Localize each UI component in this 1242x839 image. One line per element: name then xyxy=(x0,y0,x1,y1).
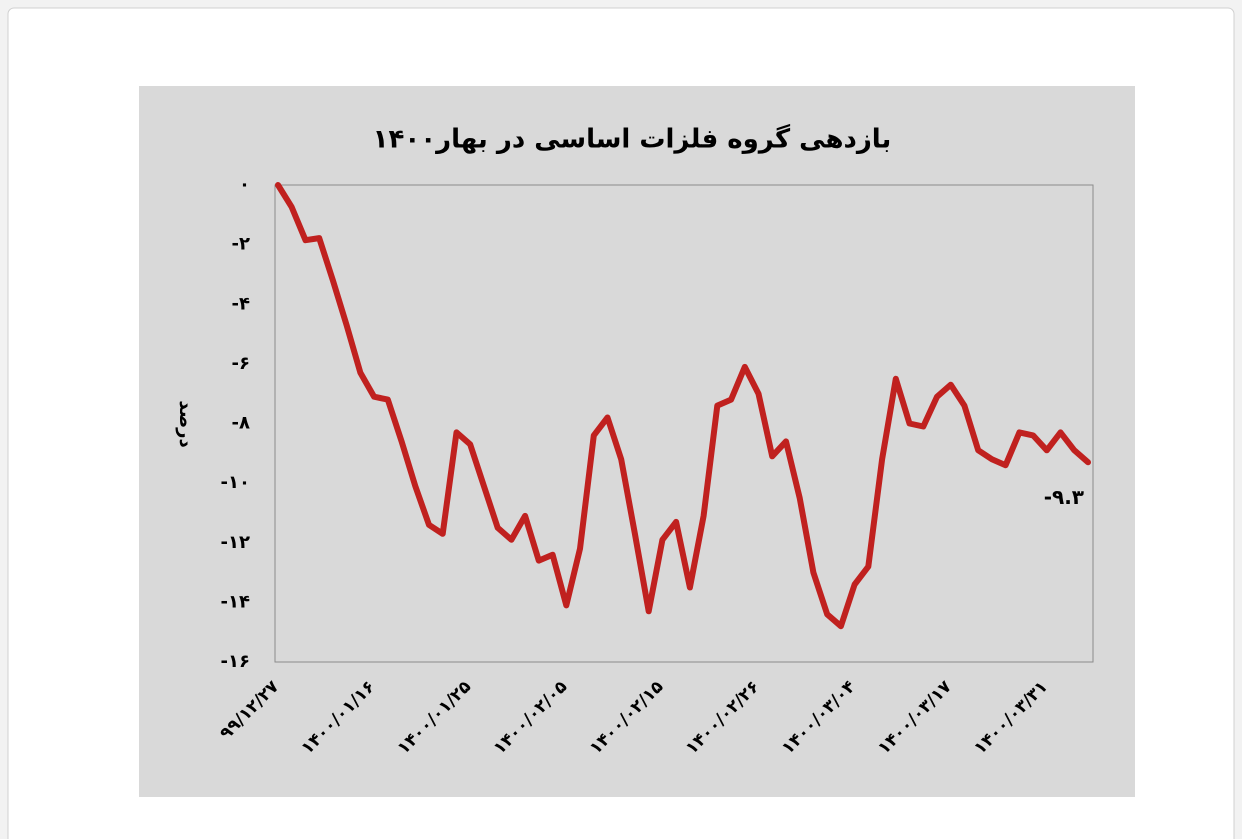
line-series xyxy=(275,182,1091,630)
chart-title: بازدهی گروه فلزات اساسی در بهار۱۴۰۰ xyxy=(373,124,892,155)
y-tick-label: -۱۲ xyxy=(221,532,250,553)
y-tick-label: -۱۰ xyxy=(221,472,250,493)
y-tick-label: ۰ xyxy=(239,174,250,195)
data-label: -۹.۳ xyxy=(1044,485,1084,509)
y-tick-label: -۴ xyxy=(232,293,250,314)
y-axis-label: درصد xyxy=(175,400,196,447)
plot-area xyxy=(274,184,1094,663)
y-tick-label: -۶ xyxy=(232,353,250,374)
y-tick-label: -۸ xyxy=(232,413,250,434)
y-tick-label: -۱۴ xyxy=(221,591,250,612)
y-tick-label: -۱۶ xyxy=(221,651,250,672)
y-tick-label: -۲ xyxy=(232,234,250,255)
